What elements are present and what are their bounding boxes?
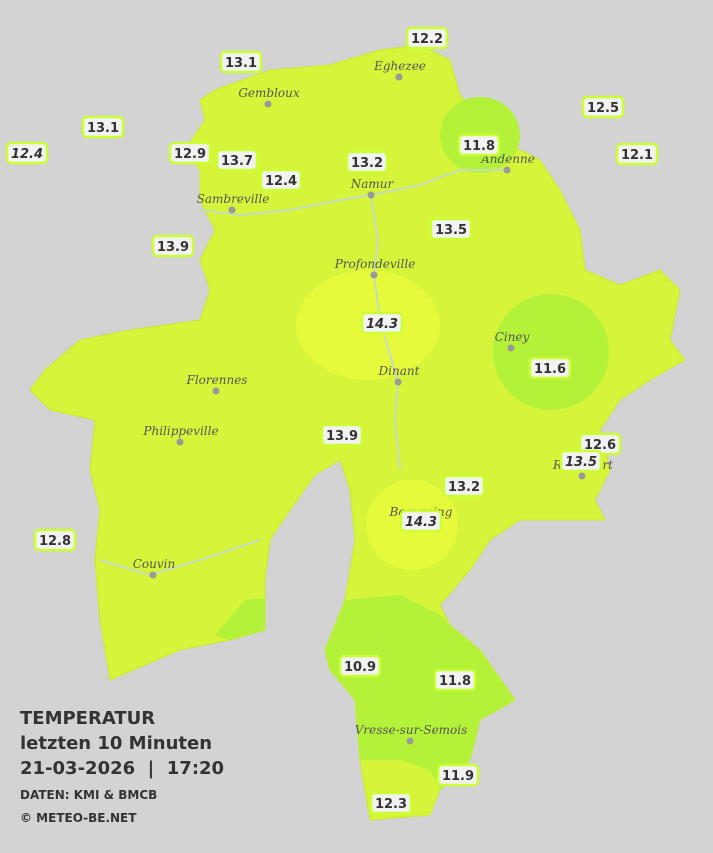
station-box <box>259 168 303 192</box>
station-box <box>442 474 486 498</box>
station-box <box>457 133 501 157</box>
station-box <box>405 26 449 50</box>
station-box <box>528 356 572 380</box>
town-dot <box>507 344 515 352</box>
town-dot <box>503 166 511 174</box>
station-box <box>399 509 443 533</box>
station-box <box>581 95 625 119</box>
station-value: 13.1 <box>87 121 119 136</box>
station-box <box>33 528 77 552</box>
station-value: 12.2 <box>411 32 443 47</box>
town-label: Couvin <box>133 557 175 571</box>
town-dot <box>176 438 184 446</box>
station-box <box>345 150 389 174</box>
town-dot <box>367 191 375 199</box>
town-dot <box>406 737 414 745</box>
station-box <box>215 148 259 172</box>
town-dot <box>394 378 402 386</box>
town-label: Ciney <box>495 330 530 344</box>
station-value: 11.6 <box>534 362 566 377</box>
town-dot <box>395 73 403 81</box>
station-value: 13.5 <box>435 223 467 238</box>
town-dot <box>578 472 586 480</box>
station-value: 11.9 <box>442 769 474 784</box>
town-dot <box>228 206 236 214</box>
station-value: 12.8 <box>39 534 71 549</box>
station-box <box>559 449 603 473</box>
title: TEMPERATUR <box>20 708 155 729</box>
cool-zone <box>493 294 609 410</box>
town-label: Namur <box>350 177 395 191</box>
station-value: 13.7 <box>221 154 253 169</box>
station-value: 12.6 <box>584 438 616 453</box>
town-label: Eghezee <box>373 59 426 73</box>
station-value: 13.5 <box>565 455 597 470</box>
town-label: Gembloux <box>238 86 300 100</box>
station-box <box>338 654 382 678</box>
town-label: Sambreville <box>197 192 270 206</box>
station-value: 13.9 <box>326 429 358 444</box>
stations: 12.2 13.1 12.5 13.1 11.8 12.4 12.9 13.7 12.1 13.2… <box>5 26 659 815</box>
station-box <box>219 50 263 74</box>
station-value: 14.3 <box>366 317 398 332</box>
station-box <box>436 763 480 787</box>
station-box <box>369 791 413 815</box>
station-value: 12.4 <box>11 147 43 162</box>
station-value: 12.1 <box>621 148 653 163</box>
town-dot <box>264 100 272 108</box>
town-label: Florennes <box>186 373 248 387</box>
station-value: 12.4 <box>265 174 297 189</box>
station-box <box>168 141 212 165</box>
station-value: 13.2 <box>351 156 383 171</box>
town-dot <box>149 571 157 579</box>
station-box <box>429 217 473 241</box>
station-value: 14.3 <box>405 515 437 530</box>
station-value: 12.3 <box>375 797 407 812</box>
subtitle: letzten 10 Minuten <box>20 733 212 754</box>
source: DATEN: KMI & BMCB <box>20 788 157 802</box>
towns: EghezeeGemblouxAndenneNamurSambrevillePr… <box>133 59 613 745</box>
station-box <box>81 115 125 139</box>
cool-zone <box>215 598 265 640</box>
station-value: 12.9 <box>174 147 206 162</box>
station-box <box>615 142 659 166</box>
town-label: Dinant <box>378 364 420 378</box>
town-label: Vresse-sur-Semois <box>355 723 468 737</box>
station-box <box>5 141 49 165</box>
cool-zone <box>325 595 515 790</box>
station-value: 13.9 <box>157 240 189 255</box>
station-value: 12.5 <box>587 101 619 116</box>
station-value: 11.8 <box>439 674 471 689</box>
station-box <box>151 234 195 258</box>
station-value: 13.2 <box>448 480 480 495</box>
town-label: Philippeville <box>142 424 218 438</box>
station-value: 13.1 <box>225 56 257 71</box>
copyright: © METEO-BE.NET <box>20 811 137 825</box>
town-label: Profondeville <box>334 257 416 271</box>
timestamp: 21-03-2026 | 17:20 <box>20 758 224 779</box>
station-box <box>433 668 477 692</box>
station-value: 10.9 <box>344 660 376 675</box>
town-dot <box>370 271 378 279</box>
station-box <box>320 423 364 447</box>
station-value: 11.8 <box>463 139 495 154</box>
town-dot <box>212 387 220 395</box>
station-box <box>360 311 404 335</box>
